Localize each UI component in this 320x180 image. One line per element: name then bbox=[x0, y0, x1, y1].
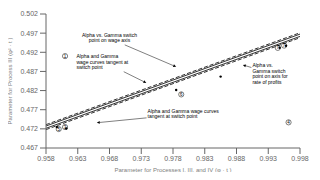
svg-text:7: 7 bbox=[283, 43, 286, 48]
svg-text:Alpha vs. Gamma switchpoint on: Alpha vs. Gamma switchpoint on wage axis bbox=[82, 32, 137, 44]
svg-text:0.958: 0.958 bbox=[37, 155, 55, 162]
svg-text:0.467: 0.467 bbox=[20, 144, 38, 151]
svg-text:0.983: 0.983 bbox=[196, 155, 214, 162]
svg-text:Alpha and Gammawage curves tan: Alpha and Gammawage curves tangent atswi… bbox=[76, 53, 128, 70]
svg-text:1: 1 bbox=[64, 54, 67, 59]
svg-text:0.482: 0.482 bbox=[20, 87, 38, 94]
svg-text:0.497: 0.497 bbox=[20, 30, 38, 37]
svg-text:0.472: 0.472 bbox=[20, 125, 38, 132]
svg-text:0.487: 0.487 bbox=[20, 68, 38, 75]
svg-text:Alpha vs.Gamma switchpoint on: Alpha vs.Gamma switchpoint on axis forra… bbox=[252, 62, 288, 85]
svg-text:0.998: 0.998 bbox=[291, 155, 309, 162]
svg-text:0.973: 0.973 bbox=[132, 155, 150, 162]
svg-text:Parameter for Process III (φ²: Parameter for Process III (φ² · t ) bbox=[8, 38, 13, 125]
svg-text:7: 7 bbox=[277, 45, 280, 50]
svg-text:5: 5 bbox=[57, 127, 60, 132]
svg-text:4: 4 bbox=[287, 120, 290, 125]
svg-text:0.502: 0.502 bbox=[20, 10, 38, 17]
svg-text:0.993: 0.993 bbox=[259, 155, 277, 162]
svg-text:0.978: 0.978 bbox=[164, 155, 182, 162]
svg-text:0.988: 0.988 bbox=[228, 155, 246, 162]
svg-text:Alpha and Gamma wage curvestan: Alpha and Gamma wage curvestangent at sw… bbox=[148, 108, 220, 120]
svg-text:3: 3 bbox=[64, 125, 67, 130]
svg-text:0.492: 0.492 bbox=[20, 49, 38, 56]
svg-text:Parameter for Processes I, III: Parameter for Processes I, III, and IV (… bbox=[115, 167, 232, 172]
svg-text:0.968: 0.968 bbox=[101, 155, 119, 162]
svg-text:0.963: 0.963 bbox=[69, 155, 87, 162]
svg-text:0.477: 0.477 bbox=[20, 106, 38, 113]
svg-text:6: 6 bbox=[180, 92, 183, 97]
